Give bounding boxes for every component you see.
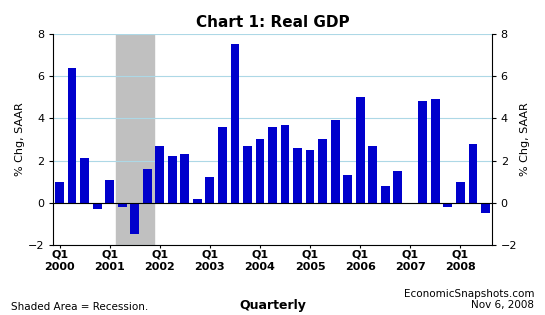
Bar: [130, 203, 139, 234]
Bar: [168, 156, 177, 203]
Bar: [93, 203, 101, 209]
Bar: [431, 99, 440, 203]
Bar: [444, 203, 452, 207]
Bar: [243, 146, 252, 203]
Bar: [143, 169, 152, 203]
Bar: [368, 146, 377, 203]
Bar: [231, 44, 239, 203]
Bar: [469, 144, 477, 203]
Bar: [116, 34, 154, 245]
Text: Quarterly: Quarterly: [239, 299, 306, 312]
Bar: [306, 150, 314, 203]
Y-axis label: % Chg, SAAR: % Chg, SAAR: [520, 103, 530, 176]
Bar: [105, 180, 114, 203]
Bar: [268, 127, 277, 203]
Bar: [118, 203, 126, 207]
Bar: [318, 140, 327, 203]
Bar: [155, 146, 164, 203]
Bar: [456, 182, 465, 203]
Bar: [331, 120, 340, 203]
Bar: [68, 68, 76, 203]
Bar: [193, 198, 202, 203]
Text: Shaded Area = Recession.: Shaded Area = Recession.: [11, 302, 148, 312]
Bar: [381, 186, 390, 203]
Bar: [205, 177, 214, 203]
Bar: [356, 97, 365, 203]
Bar: [180, 154, 189, 203]
Bar: [393, 171, 402, 203]
Bar: [343, 175, 352, 203]
Bar: [256, 140, 264, 203]
Bar: [218, 127, 227, 203]
Bar: [80, 158, 89, 203]
Text: EconomicSnapshots.com
Nov 6, 2008: EconomicSnapshots.com Nov 6, 2008: [404, 289, 534, 310]
Title: Chart 1: Real GDP: Chart 1: Real GDP: [196, 15, 349, 30]
Bar: [293, 148, 302, 203]
Bar: [481, 203, 490, 213]
Bar: [419, 101, 427, 203]
Y-axis label: % Chg, SAAR: % Chg, SAAR: [15, 103, 25, 176]
Bar: [281, 125, 289, 203]
Bar: [55, 182, 64, 203]
